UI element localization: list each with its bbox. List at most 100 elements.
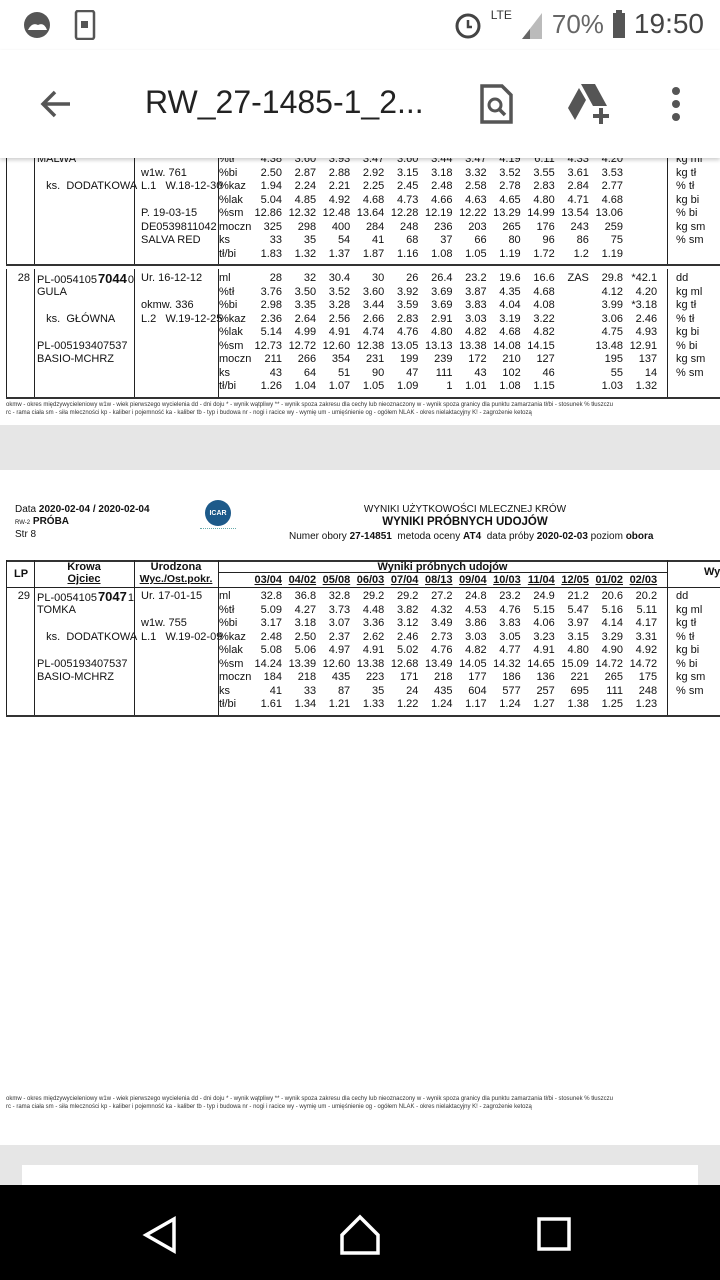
metric-value: 12.60: [322, 657, 351, 670]
unit-label: kg bi: [676, 193, 700, 206]
metric-value: 4.97: [328, 644, 351, 656]
unit-label: % sm: [676, 234, 704, 246]
birth-info: Ur. 16-12-12: [141, 272, 203, 284]
metric-value: 211: [264, 353, 282, 365]
unit-label: % sm: [676, 684, 704, 697]
header-date: 04/02: [288, 574, 317, 586]
metric-value: 13.06: [595, 207, 623, 219]
unit-label: dd: [676, 272, 689, 284]
metric-value: 298: [297, 220, 317, 233]
legend-line-1: okmw - okres międzywycieleniowy w1w - wi…: [6, 402, 613, 408]
metric-value: 29.2: [396, 590, 419, 602]
cow-id: PL-005410570440: [37, 272, 134, 288]
pdf-page-8: Data 2020-02-04 / 2020-02-04 RW-2 PRÓBA …: [0, 470, 720, 1145]
metric-value: 3.92: [396, 285, 419, 298]
metric-value: 2.73: [431, 630, 453, 643]
metric-value: 3.50: [294, 285, 317, 298]
metric-value: 284: [365, 220, 385, 233]
metric-value: 5.08: [260, 644, 282, 656]
find-in-document-button[interactable]: [472, 80, 520, 128]
cow-info: BASIO-MCHRZ: [37, 671, 114, 683]
metric-value: 218: [434, 671, 453, 683]
metric-value: 12.28: [390, 207, 419, 219]
metric-label: tł/bi: [219, 247, 237, 260]
recents-nav-icon[interactable]: [536, 1216, 572, 1252]
battery-percent: 70%: [551, 8, 604, 39]
metric-value: 1.2: [573, 247, 589, 260]
metric-value: 3.87: [465, 285, 487, 298]
birth-info: w1w. 761: [141, 166, 187, 179]
metric-value: 3.18: [294, 617, 317, 629]
metric-value: 47: [406, 366, 419, 379]
metric-value: 243: [570, 220, 589, 233]
metric-value: 64: [303, 366, 317, 379]
metric-value: 14.32: [493, 657, 521, 670]
metric-label: %tł: [219, 603, 235, 616]
status-bar: LTE 70% 19:50: [0, 0, 720, 50]
metric-value: 13.29: [493, 207, 521, 219]
metric-value: 4.17: [635, 617, 658, 629]
more-options-button[interactable]: [652, 80, 700, 128]
metric-value: 32.8: [260, 590, 282, 602]
metric-value: 5.09: [260, 603, 282, 616]
metric-value: 1.24: [499, 698, 521, 710]
signal-icon: [521, 13, 542, 39]
metric-value: 35: [303, 234, 317, 246]
more-vert-icon: [672, 87, 680, 121]
metric-value: 36.8: [294, 590, 317, 602]
metric-value: 4.82: [465, 644, 487, 656]
metric-value: 2.77: [601, 180, 623, 192]
metric-value: 14.72: [629, 657, 658, 670]
metric-value: 1.19: [499, 247, 521, 260]
metric-value: 12.68: [390, 657, 419, 670]
header-date: 09/04: [459, 574, 487, 586]
metric-value: 1.25: [601, 698, 623, 710]
table-row: %lak 5.14 4.99 4.91 4.74 4.76 4.80 4.82 4.68 4.82…: [0, 326, 720, 340]
metric-value: 223: [365, 671, 385, 683]
metric-value: 5.47: [567, 603, 589, 616]
metric-value: 3.55: [533, 166, 555, 179]
header-date: 02/03: [629, 574, 658, 586]
metric-value: 400: [331, 220, 351, 233]
metric-value: 35: [372, 684, 385, 697]
legend-line-2: rc - rama ciała sm - siła mleczności kp …: [6, 1104, 532, 1110]
metric-label: ks: [219, 684, 230, 697]
metric-value: 3.15: [567, 630, 589, 643]
metric-value: 41: [269, 684, 282, 697]
metric-value: 14.08: [493, 339, 521, 352]
metric-value: 4.76: [431, 644, 453, 656]
unit-label: kg tł: [676, 617, 697, 629]
back-button[interactable]: [32, 80, 80, 128]
metric-value: 4.80: [431, 326, 453, 338]
metric-value: 1.04: [294, 380, 317, 392]
home-nav-icon[interactable]: [338, 1213, 382, 1257]
metric-value: 20.6: [601, 590, 623, 602]
unit-label: % tł: [676, 312, 695, 325]
add-to-drive-button[interactable]: [566, 80, 614, 128]
metric-value: 257: [536, 684, 555, 697]
metric-value: 2.98: [260, 299, 282, 311]
navigation-bar: [0, 1185, 720, 1280]
metric-value: 3.28: [328, 299, 351, 311]
metric-value: 2.48: [431, 180, 453, 192]
metric-value: 2.25: [362, 180, 385, 192]
metric-value: 51: [337, 366, 351, 379]
metric-value: 137: [638, 353, 658, 365]
legend-line-1: okmw - okres międzywycieleniowy w1w - wi…: [6, 1096, 613, 1102]
metric-value: 4.91: [362, 644, 385, 656]
metric-value: 2.45: [396, 180, 419, 192]
metric-value: 1.27: [533, 698, 555, 710]
metric-value: 2.37: [328, 630, 351, 643]
metric-value: 14.05: [459, 657, 487, 670]
birth-info: P. 19-03-15: [141, 207, 198, 219]
back-nav-icon[interactable]: [140, 1215, 180, 1255]
metric-value: 604: [468, 684, 487, 697]
metric-value: 4.66: [431, 193, 453, 206]
certificate-icon: [200, 528, 236, 538]
metric-value: 239: [434, 353, 453, 365]
metric-value: *3.18: [631, 299, 658, 311]
metric-value: 3.23: [533, 630, 555, 643]
metric-value: 2.83: [533, 180, 555, 192]
cow-info: ks. DODATKOWA: [37, 630, 138, 643]
metric-label: %lak: [219, 193, 243, 206]
